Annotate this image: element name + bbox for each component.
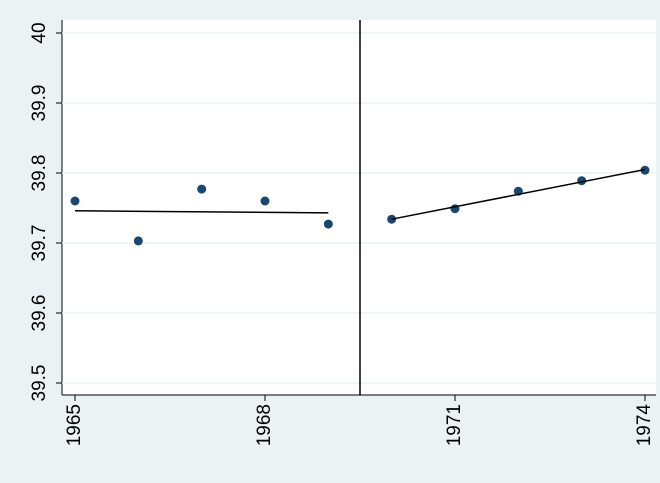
x-tick-label: 1965 (64, 404, 85, 446)
y-tick-label: 39.9 (29, 85, 50, 122)
x-tick-label: 1974 (634, 404, 655, 447)
point (133, 236, 143, 246)
plot-area (62, 20, 656, 395)
y-tick-label: 40 (29, 22, 50, 43)
x-tick-label: 1968 (254, 404, 275, 446)
point (323, 219, 333, 229)
fit-line (74, 210, 329, 214)
y-tick-label: 39.5 (29, 365, 50, 402)
point (197, 184, 207, 194)
point (260, 196, 270, 206)
y-tick-label: 39.7 (29, 225, 50, 262)
y-tick-label: 39.6 (29, 295, 50, 332)
y-tick-label: 39.8 (29, 155, 50, 192)
x-tick-label: 1971 (444, 404, 465, 446)
fit-line (391, 168, 646, 220)
point (70, 196, 80, 206)
